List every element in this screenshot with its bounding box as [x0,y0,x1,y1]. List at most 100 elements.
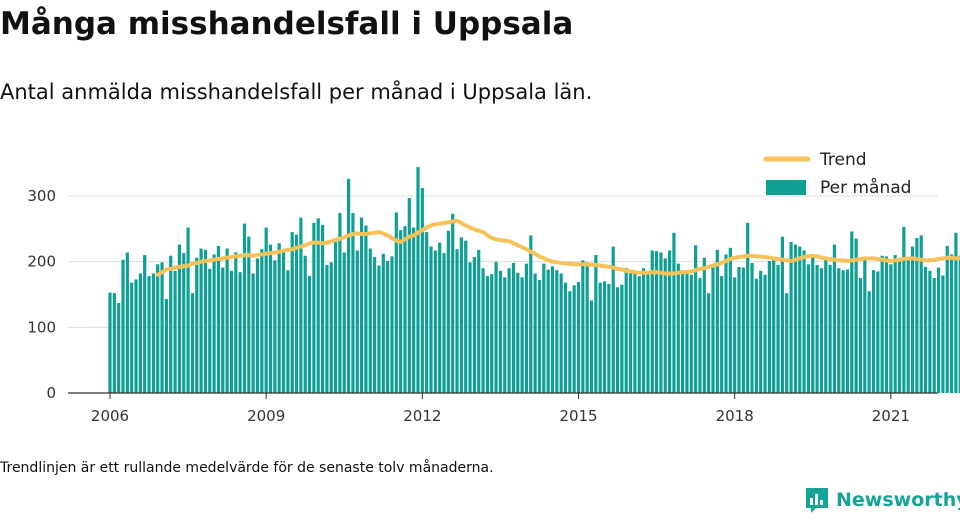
bar [125,252,129,393]
bar [177,244,182,393]
bar [637,276,641,393]
bar [477,249,481,393]
bar [607,283,611,393]
bar [902,226,906,393]
bar [529,235,533,393]
bar [373,257,377,393]
bar [837,268,841,393]
bar [264,227,268,393]
bar [650,250,654,393]
bar [403,226,407,393]
bar [117,303,121,393]
bar [615,287,620,393]
bar [767,260,771,393]
bar [112,293,116,393]
bar [407,197,411,393]
bar [455,249,459,393]
bar [208,268,212,393]
brand-name: Newsworthy [836,489,960,511]
bar [832,244,837,393]
bar [255,258,260,393]
bar [351,213,355,393]
bar [750,262,754,393]
bar [572,285,576,393]
bar [425,232,429,393]
bar [715,249,719,393]
bar [190,293,195,393]
bar [919,235,923,393]
bar [633,271,637,393]
bar [707,293,711,393]
bar [247,236,251,393]
bar [711,264,715,393]
bar [871,270,876,393]
bar [307,276,312,393]
y-tick-label: 300 [27,187,56,205]
bar [511,262,516,393]
bar [472,257,476,393]
bar [507,268,511,393]
bar [498,270,503,393]
legend-bar-label: Per månad [820,177,911,198]
bar [446,230,450,393]
bar [412,227,416,393]
bar [754,278,758,393]
bar [741,267,745,393]
bar [533,273,537,393]
bar [793,244,797,393]
bar [329,262,333,393]
legend-bar-swatch [766,180,806,195]
bar [368,248,372,393]
bar [338,213,342,393]
bar [611,246,615,393]
newsworthy-logo[interactable]: Newsworthy [804,486,960,514]
bar [876,271,880,393]
bar [156,264,160,393]
bar [503,277,507,393]
x-tick-label: 2018 [716,407,754,425]
x-tick-label: 2021 [872,407,910,425]
bar [520,277,524,393]
bar [824,259,828,393]
bar [143,255,147,393]
bar [516,272,520,393]
bar [728,247,732,393]
legend: Trend Per månad [763,150,911,198]
bar [646,271,650,393]
bar [867,291,871,393]
bar [399,230,403,393]
newsworthy-chart-icon [806,488,828,513]
bar [880,255,884,393]
bar [325,264,329,393]
trend-line [155,218,960,277]
bar [251,273,255,393]
y-tick-label: 100 [27,318,56,336]
bar [108,292,112,393]
bar [420,188,424,393]
bar [195,257,199,393]
bar [320,224,325,393]
bar [737,266,741,393]
bar [260,249,264,393]
bar [841,270,845,393]
bar [312,222,316,393]
bar [733,277,737,393]
bar [182,253,186,393]
bar [451,213,455,393]
bar [889,264,893,393]
bar [268,244,273,393]
bar [772,257,776,393]
legend-trend-label: Trend [819,150,867,170]
bar [364,225,368,393]
bar [720,276,724,393]
bar [199,248,203,393]
bar [806,264,811,393]
bar [464,240,468,393]
bar [524,263,529,393]
bar [238,272,242,393]
bar [780,236,784,393]
bar [776,264,780,393]
bar [589,300,594,393]
bar [147,276,151,393]
bar [936,267,941,393]
